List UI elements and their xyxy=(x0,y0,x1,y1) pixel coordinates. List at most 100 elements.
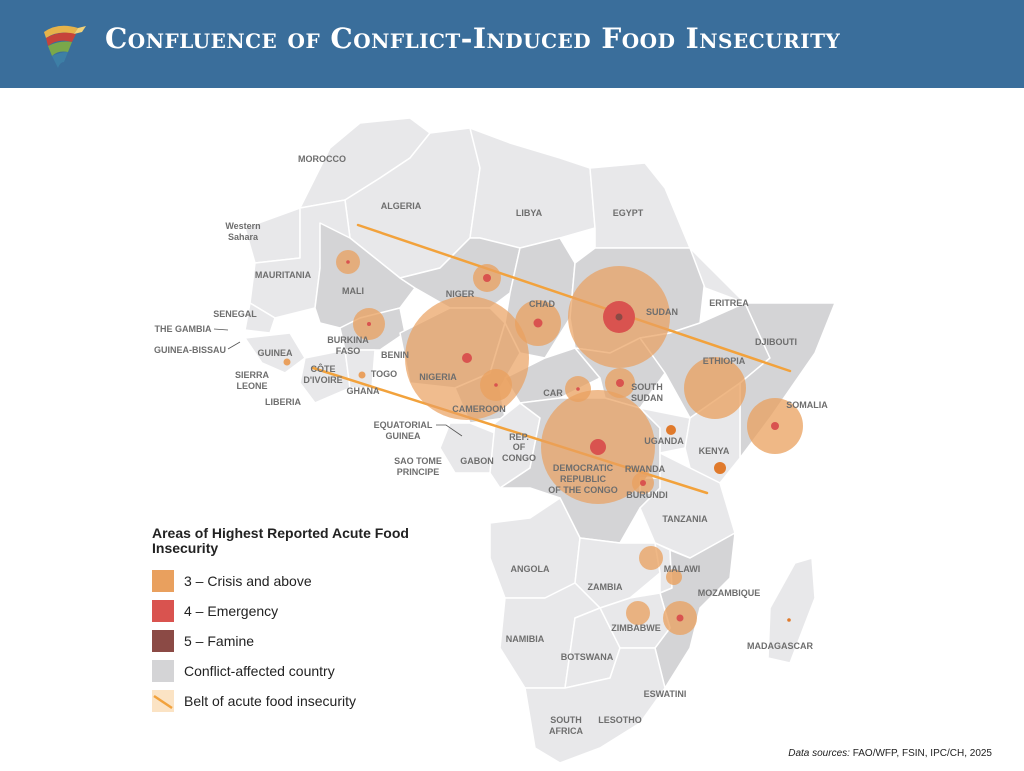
label-ethiopia: ETHIOPIA xyxy=(703,356,746,366)
label-rwanda: RWANDA xyxy=(625,464,666,474)
legend-label-emergency: 4 – Emergency xyxy=(184,603,279,619)
marker-mali-emergency xyxy=(346,260,350,264)
leader-gambia xyxy=(213,328,229,331)
label-south-africa-2: AFRICA xyxy=(549,726,583,736)
label-drc-2: REPUBLIC xyxy=(560,474,607,484)
legend-swatch-conflict xyxy=(152,660,174,682)
legend-label-conflict: Conflict-affected country xyxy=(184,663,335,679)
leader-eq-guinea xyxy=(436,424,463,437)
label-chad: CHAD xyxy=(529,299,555,309)
label-kenya: KENYA xyxy=(699,446,730,456)
label-liberia: LIBERIA xyxy=(265,397,302,407)
country-labels: MOROCCO ALGERIA LIBYA EGYPT Western Saha… xyxy=(154,154,828,736)
country-angola xyxy=(489,497,581,599)
label-sao-tome-2: PRINCIPE xyxy=(397,467,440,477)
label-car: CAR xyxy=(543,388,563,398)
leader-lines xyxy=(213,328,463,437)
label-angola: ANGOLA xyxy=(511,564,550,574)
label-sierra-1: SIERRA xyxy=(235,370,270,380)
marker-south-sudan-emergency xyxy=(616,379,624,387)
marker-zimbabwe-crisis xyxy=(626,601,650,625)
label-eritrea: ERITREA xyxy=(709,298,749,308)
legend-label-famine: 5 – Famine xyxy=(184,633,255,649)
country-cote-divoire xyxy=(299,349,351,404)
label-western-sahara-1: Western xyxy=(225,221,260,231)
legend-label-belt: Belt of acute food insecurity xyxy=(184,693,356,709)
header-banner: Confluence of Conflict-Induced Food Inse… xyxy=(0,0,1024,88)
legend-swatch-emergency xyxy=(152,600,174,622)
label-western-sahara-2: Sahara xyxy=(228,232,259,242)
label-burundi: BURUNDI xyxy=(626,490,668,500)
legend-swatch-crisis xyxy=(152,570,174,592)
label-djibouti: DJIBOUTI xyxy=(755,337,797,347)
data-source-text: FAO/WFP, FSIN, IPC/CH, 2025 xyxy=(849,748,992,759)
marker-guinea-crisis xyxy=(283,358,291,366)
legend: Areas of Highest Reported Acute Food Ins… xyxy=(152,526,432,716)
label-algeria: ALGERIA xyxy=(381,201,422,211)
legend-label-crisis: 3 – Crisis and above xyxy=(184,573,312,589)
country-uganda xyxy=(639,407,691,454)
marker-kenya xyxy=(714,462,726,474)
marker-burundi-emergency xyxy=(640,480,646,486)
marker-ethiopia-crisis xyxy=(684,357,746,419)
page-title: Confluence of Conflict-Induced Food Inse… xyxy=(105,22,841,55)
label-drc-1: DEMOCRATIC xyxy=(553,463,614,473)
label-drc-3: OF THE CONGO xyxy=(548,485,618,495)
legend-item-belt: Belt of acute food insecurity xyxy=(152,686,432,716)
marker-somalia-emergency xyxy=(771,422,779,430)
label-cote-2: D'IVOIRE xyxy=(303,375,342,385)
marker-car-emergency xyxy=(576,387,580,391)
country-libya xyxy=(469,127,596,249)
label-burkina-2: FASO xyxy=(336,346,361,356)
marker-nigeria-emergency xyxy=(462,353,472,363)
label-zimbabwe: ZIMBABWE xyxy=(611,623,661,633)
africa-logo-icon xyxy=(44,25,86,68)
label-south-sudan-2: SUDAN xyxy=(631,393,663,403)
label-mozambique: MOZAMBIQUE xyxy=(698,588,761,598)
label-tanzania: TANZANIA xyxy=(662,514,708,524)
label-malawi: MALAWI xyxy=(664,564,701,574)
label-gabon: GABON xyxy=(460,456,494,466)
label-benin: BENIN xyxy=(381,350,409,360)
marker-drc-emergency xyxy=(590,439,606,455)
label-niger: NIGER xyxy=(446,289,475,299)
label-eswatini: ESWATINI xyxy=(644,689,687,699)
marker-uganda xyxy=(666,425,676,435)
label-guinea-bissau: GUINEA-BISSAU xyxy=(154,345,226,355)
marker-cameroon-emergency xyxy=(494,383,498,387)
label-togo: TOGO xyxy=(371,369,397,379)
legend-item-famine: 5 – Famine xyxy=(152,626,432,656)
marker-sudan-famine xyxy=(615,313,623,321)
label-somalia: SOMALIA xyxy=(786,400,828,410)
marker-chad-emergency xyxy=(533,318,543,328)
label-cameroon: CAMEROON xyxy=(452,404,506,414)
marker-mozambique-north-crisis xyxy=(666,569,682,585)
label-morocco: MOROCCO xyxy=(298,154,346,164)
label-senegal: SENEGAL xyxy=(213,309,257,319)
marker-mozambique-emergency xyxy=(676,614,684,622)
marker-malawi-crisis xyxy=(639,546,663,570)
label-south-africa-1: SOUTH xyxy=(550,715,582,725)
label-egypt: EGYPT xyxy=(613,208,644,218)
country-egypt xyxy=(589,162,691,249)
label-libya: LIBYA xyxy=(516,208,543,218)
label-zambia: ZAMBIA xyxy=(588,582,623,592)
label-ghana: GHANA xyxy=(347,386,380,396)
label-south-sudan-1: SOUTH xyxy=(631,382,663,392)
legend-swatch-belt-icon xyxy=(152,690,174,712)
label-the-gambia: THE GAMBIA xyxy=(155,324,212,334)
africa-map: MOROCCO ALGERIA LIBYA EGYPT Western Saha… xyxy=(154,117,836,764)
label-rep-congo-1: REP. xyxy=(509,432,529,442)
label-botswana: BOTSWANA xyxy=(561,652,614,662)
data-source-prefix: Data sources: xyxy=(788,748,850,759)
legend-item-conflict: Conflict-affected country xyxy=(152,656,432,686)
marker-ghana-crisis xyxy=(358,371,366,379)
label-namibia: NAMIBIA xyxy=(506,634,545,644)
label-sierra-2: LEONE xyxy=(236,381,267,391)
country-senegal xyxy=(244,302,276,334)
label-mauritania: MAURITANIA xyxy=(255,270,312,280)
label-rep-congo-3: CONGO xyxy=(502,453,536,463)
legend-swatch-famine xyxy=(152,630,174,652)
marker-niger-emergency xyxy=(483,274,491,282)
label-burkina-1: BURKINA xyxy=(327,335,369,345)
